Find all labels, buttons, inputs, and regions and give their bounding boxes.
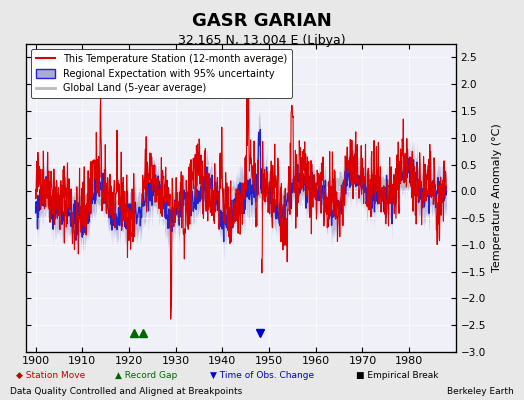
Y-axis label: Temperature Anomaly (°C): Temperature Anomaly (°C) <box>492 124 501 272</box>
Text: Data Quality Controlled and Aligned at Breakpoints: Data Quality Controlled and Aligned at B… <box>10 387 243 396</box>
Text: ▼ Time of Obs. Change: ▼ Time of Obs. Change <box>210 371 314 380</box>
Text: ■ Empirical Break: ■ Empirical Break <box>356 371 439 380</box>
Text: Berkeley Earth: Berkeley Earth <box>447 387 514 396</box>
Legend: This Temperature Station (12-month average), Regional Expectation with 95% uncer: This Temperature Station (12-month avera… <box>31 49 292 98</box>
Text: ▲ Record Gap: ▲ Record Gap <box>115 371 178 380</box>
Text: GASR GARIAN: GASR GARIAN <box>192 12 332 30</box>
Text: 32.165 N, 13.004 E (Libya): 32.165 N, 13.004 E (Libya) <box>178 34 346 47</box>
Text: ◆ Station Move: ◆ Station Move <box>16 371 85 380</box>
